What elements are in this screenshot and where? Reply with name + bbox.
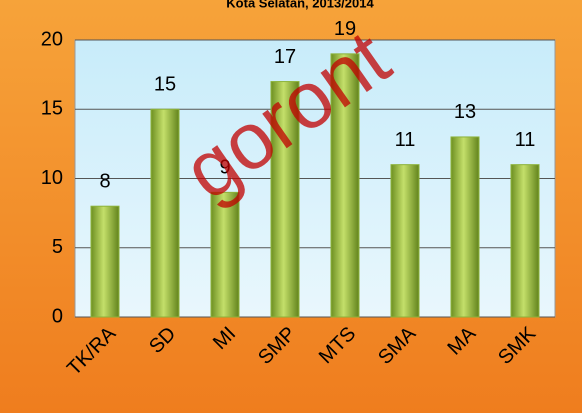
chart-title: Kota Selatan, 2013/2014 [226,0,374,10]
bar [510,164,540,318]
y-tick-label: 15 [41,98,63,120]
value-label: 11 [395,129,416,151]
y-tick-label: 0 [52,305,63,327]
bar [90,205,120,318]
value-label: 11 [515,129,536,151]
bar [270,81,300,318]
bar [330,53,360,318]
value-label: 17 [274,46,296,68]
bar [450,136,480,318]
y-tick-label: 5 [52,236,63,258]
bar [210,191,240,318]
value-label: 13 [454,101,476,123]
bar [390,164,420,318]
value-label: 15 [154,74,176,96]
bar [150,108,180,318]
y-tick-label: 20 [41,28,63,50]
value-label: 9 [219,157,230,179]
value-label: 8 [99,170,110,192]
value-label: 19 [334,18,356,40]
y-tick-label: 10 [41,167,63,189]
